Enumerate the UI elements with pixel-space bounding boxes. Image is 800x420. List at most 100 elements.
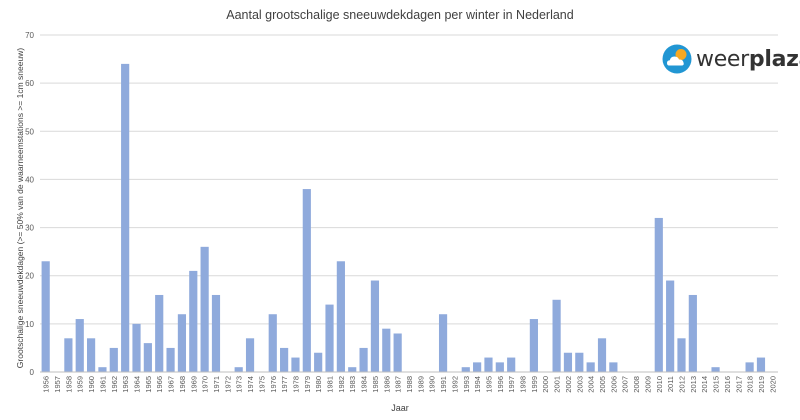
x-tick-label: 1958	[64, 376, 73, 393]
x-tick-label: 1979	[303, 376, 312, 393]
x-tick-label: 1987	[394, 376, 403, 393]
bar	[314, 352, 323, 372]
bar	[189, 270, 198, 372]
x-tick-label: 1998	[519, 376, 528, 393]
bar	[302, 189, 311, 372]
x-tick-label: 1980	[314, 376, 323, 393]
x-tick-label: 1963	[121, 376, 130, 393]
x-tick-label: 1959	[76, 376, 85, 393]
bar	[393, 333, 402, 372]
x-tick-label: 1962	[110, 376, 119, 393]
x-tick-label: 1997	[507, 376, 516, 393]
bar	[745, 362, 754, 372]
x-tick-label: 1971	[212, 376, 221, 393]
x-tick-label: 1994	[473, 376, 482, 393]
y-tick-label: 70	[25, 31, 34, 40]
bar	[575, 352, 584, 372]
x-tick-label: 1972	[223, 376, 232, 393]
bar	[109, 347, 118, 372]
y-tick-label: 10	[25, 320, 34, 329]
bar	[507, 357, 516, 372]
x-tick-label: 1966	[155, 376, 164, 393]
bar	[155, 294, 164, 372]
x-tick-label: 2003	[575, 376, 584, 393]
bar	[234, 367, 243, 372]
bar	[529, 319, 538, 372]
x-tick-label: 1988	[405, 376, 414, 393]
x-tick-label: 2001	[553, 376, 562, 393]
bar	[325, 304, 334, 372]
x-tick-label: 1960	[87, 376, 96, 393]
x-tick-label: 1996	[496, 376, 505, 393]
x-tick-label: 1976	[269, 376, 278, 393]
x-tick-label: 2011	[666, 376, 675, 392]
x-tick-label: 2006	[609, 376, 618, 393]
y-tick-label: 20	[25, 272, 34, 281]
x-tick-label: 1989	[416, 376, 425, 393]
bar	[473, 362, 482, 372]
x-tick-label: 1995	[484, 376, 493, 393]
x-tick-label: 2017	[734, 376, 743, 393]
bar	[211, 294, 221, 372]
y-axis-label: Grootschalige sneeuwdekdagen (>= 50% van…	[15, 47, 25, 369]
bar	[291, 357, 300, 372]
x-tick-label: 1993	[462, 376, 471, 393]
bar	[268, 314, 277, 372]
x-tick-label: 1991	[439, 376, 448, 393]
x-tick-label: 2002	[564, 376, 573, 393]
bar	[98, 367, 107, 372]
x-tick-label: 1974	[246, 376, 255, 393]
x-tick-label: 2015	[712, 376, 721, 393]
x-tick-label: 1956	[42, 376, 51, 393]
bar	[461, 367, 470, 372]
x-tick-label: 1973	[235, 376, 244, 393]
x-tick-label: 1978	[291, 376, 300, 393]
x-tick-label: 1970	[201, 376, 210, 393]
x-tick-label: 2004	[587, 376, 596, 393]
bar	[280, 347, 289, 372]
bar	[438, 314, 448, 372]
bar	[166, 347, 175, 372]
bar	[41, 261, 50, 372]
bar	[177, 314, 187, 372]
x-tick-label: 2005	[598, 376, 607, 393]
bar	[756, 357, 766, 372]
x-tick-label: 2009	[643, 376, 652, 393]
bar	[654, 217, 663, 372]
weerplaza-logo: weerplaza	[662, 42, 800, 76]
chart-title: Aantal grootschalige sneeuwdekdagen per …	[226, 8, 574, 22]
x-axis-label: Jaar	[391, 403, 409, 413]
y-tick-label: 0	[30, 368, 35, 377]
x-tick-label: 1990	[428, 376, 437, 393]
bar	[348, 367, 357, 372]
bar	[121, 63, 130, 373]
bar	[677, 338, 686, 372]
x-tick-label: 2010	[655, 376, 664, 393]
bar	[143, 343, 152, 372]
x-tick-label: 1961	[98, 376, 107, 393]
x-tick-label: 1965	[144, 376, 153, 393]
x-tick-label: 1957	[53, 376, 62, 393]
x-tick-label: 2016	[723, 376, 732, 393]
x-tick-label: 1983	[348, 376, 357, 393]
y-tick-label: 30	[25, 224, 34, 233]
x-tick-label: 2013	[689, 376, 698, 393]
logo-wordmark: weerplaza	[696, 46, 800, 72]
x-tick-label: 1984	[360, 376, 369, 393]
bar	[336, 261, 345, 372]
bar	[370, 280, 380, 372]
bar	[586, 362, 595, 372]
bar	[87, 338, 96, 372]
x-tick-label: 2020	[768, 376, 777, 393]
x-tick-label: 1992	[450, 376, 459, 393]
x-tick-label: 2012	[677, 376, 686, 393]
x-tick-label: 1968	[178, 376, 187, 393]
x-tick-label: 1982	[337, 376, 346, 393]
x-tick-label: 2018	[746, 376, 755, 393]
bar	[75, 319, 84, 372]
y-tick-label: 50	[25, 127, 34, 136]
x-tick-label: 2000	[541, 376, 550, 393]
x-tick-label: 1985	[371, 376, 380, 393]
bar	[245, 338, 255, 372]
